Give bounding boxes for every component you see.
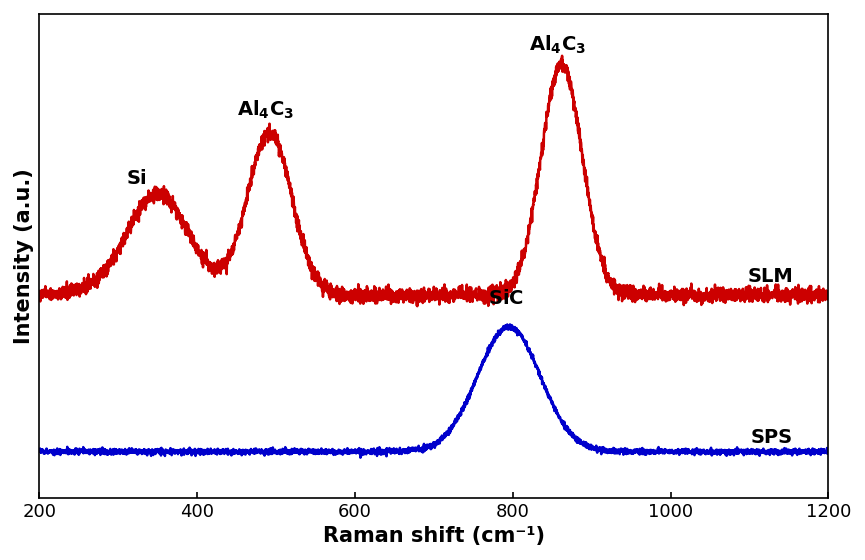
Text: $\mathbf{Al_4C_3}$: $\mathbf{Al_4C_3}$	[529, 34, 586, 56]
Y-axis label: Intensity (a.u.): Intensity (a.u.)	[14, 168, 34, 344]
X-axis label: Raman shift (cm⁻¹): Raman shift (cm⁻¹)	[323, 526, 545, 546]
Text: $\mathbf{SiC}$: $\mathbf{SiC}$	[488, 289, 523, 308]
Text: SPS: SPS	[751, 428, 793, 447]
Text: SLM: SLM	[747, 267, 793, 286]
Text: Si: Si	[126, 169, 147, 188]
Text: $\mathbf{Al_4C_3}$: $\mathbf{Al_4C_3}$	[237, 98, 294, 120]
